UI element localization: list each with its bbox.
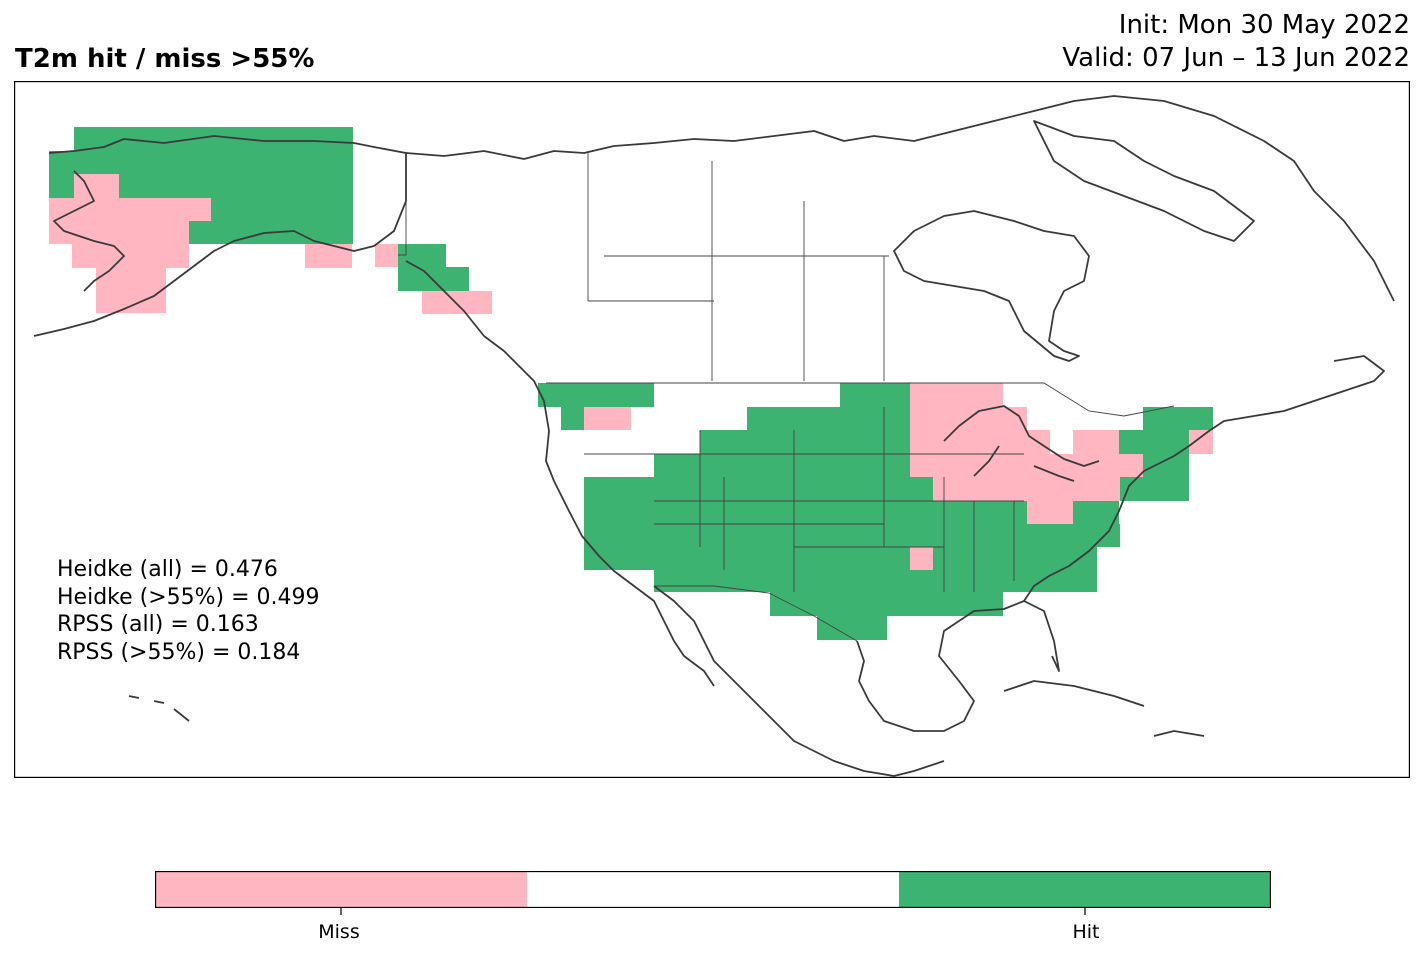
hit-cell bbox=[584, 501, 1027, 524]
hit-cell bbox=[770, 592, 1003, 616]
hit-cell bbox=[584, 547, 1097, 570]
hit-cell bbox=[584, 477, 933, 501]
colorbar-miss bbox=[155, 871, 527, 908]
rpss-55: RPSS (>55%) = 0.184 bbox=[57, 639, 301, 665]
east-coast bbox=[1023, 355, 1385, 602]
hawaii bbox=[128, 695, 190, 722]
miss-cell bbox=[910, 454, 1143, 477]
hit-cell bbox=[654, 570, 1097, 592]
miss-cell bbox=[910, 430, 1050, 454]
borders bbox=[398, 151, 1175, 642]
coastlines bbox=[33, 95, 1395, 777]
miss-cell bbox=[584, 407, 631, 430]
hit-cell bbox=[398, 267, 469, 291]
hit-cell bbox=[1143, 454, 1189, 477]
skill-scores: Heidke (all) = 0.476 Heidke (>55%) = 0.4… bbox=[57, 556, 320, 666]
miss-cell bbox=[49, 198, 189, 244]
hit-cell bbox=[747, 407, 910, 430]
hit-cell bbox=[1120, 477, 1189, 501]
state-lines bbox=[584, 407, 1024, 592]
map-panel bbox=[14, 81, 1410, 778]
hit-cell bbox=[584, 524, 1120, 547]
hit-cell bbox=[700, 430, 910, 454]
hit-cell bbox=[398, 244, 446, 267]
hispaniola bbox=[1153, 730, 1205, 737]
valid-period: Valid: 07 Jun – 13 Jun 2022 bbox=[1062, 43, 1410, 73]
canada-us-border bbox=[398, 201, 1175, 417]
legend-miss-label: Miss bbox=[318, 921, 360, 943]
hit-cell bbox=[1119, 430, 1189, 454]
miss-cell bbox=[1027, 501, 1073, 524]
colorbar-hit bbox=[899, 871, 1271, 908]
alaska-west-coast bbox=[53, 170, 125, 292]
mexico-west-coast bbox=[653, 585, 945, 777]
miss-cell bbox=[933, 477, 1120, 501]
miss-cell bbox=[375, 244, 398, 267]
alaska-cells bbox=[49, 127, 492, 314]
arctic-coast bbox=[405, 95, 1395, 302]
legend-hit-label: Hit bbox=[1072, 921, 1100, 943]
heidke-55: Heidke (>55%) = 0.499 bbox=[57, 584, 320, 610]
alaska-coast bbox=[33, 135, 407, 337]
hit-cell bbox=[840, 383, 910, 407]
hudson-bay bbox=[893, 210, 1090, 362]
hit-cell bbox=[1143, 407, 1213, 430]
init-date: Init: Mon 30 May 2022 bbox=[1118, 10, 1410, 40]
rpss-all: RPSS (all) = 0.163 bbox=[57, 612, 259, 637]
cuba bbox=[1003, 680, 1145, 707]
miss-cell bbox=[910, 383, 1003, 407]
colorbar-neutral bbox=[527, 871, 899, 908]
miss-cell bbox=[422, 291, 492, 314]
hit-cell bbox=[654, 454, 910, 477]
gulf-coast bbox=[856, 600, 1060, 732]
baffin-island bbox=[1033, 120, 1255, 242]
hit-cell bbox=[538, 383, 654, 407]
colorbar bbox=[155, 871, 1271, 908]
west-coast bbox=[405, 260, 715, 687]
hit-cell bbox=[1073, 501, 1119, 524]
conus-cells bbox=[538, 383, 1213, 640]
miss-cell bbox=[910, 547, 933, 570]
province-lines bbox=[587, 151, 889, 381]
heidke-all: Heidke (all) = 0.476 bbox=[57, 557, 278, 582]
mexico-us-border bbox=[654, 585, 858, 642]
miss-cell bbox=[189, 198, 211, 221]
miss-cell bbox=[1189, 430, 1213, 454]
great-lakes bbox=[943, 405, 1100, 482]
map-title: T2m hit / miss >55% bbox=[15, 44, 315, 74]
hit-cell bbox=[817, 616, 887, 640]
miss-cell bbox=[72, 244, 189, 268]
miss-cell bbox=[305, 244, 352, 268]
